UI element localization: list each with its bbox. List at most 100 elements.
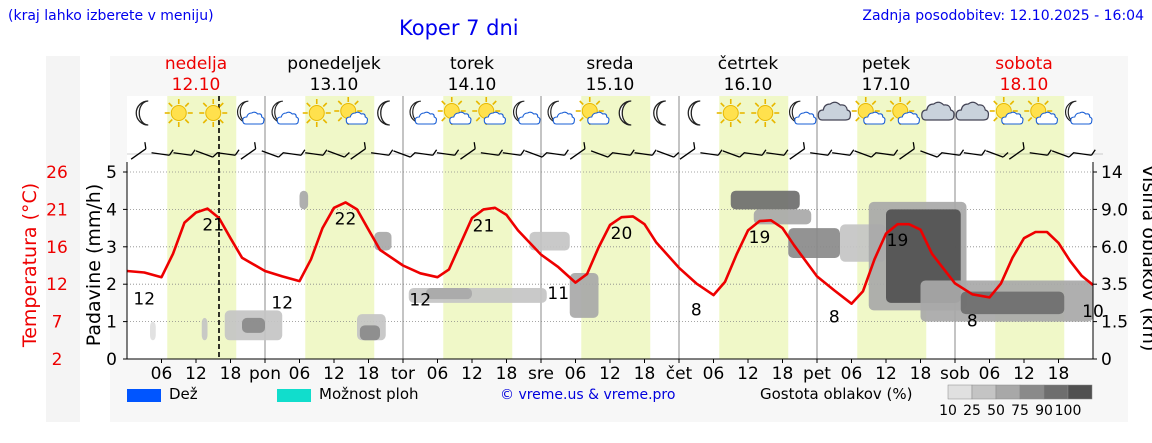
daylight-band	[443, 96, 513, 359]
x-tick-label: tor	[391, 364, 415, 384]
cloud-patch	[242, 317, 265, 333]
temperature-value-label: 21	[473, 216, 495, 236]
cloud-patch	[150, 321, 156, 341]
cloud-density-swatch	[995, 384, 1021, 400]
cloud-density-swatch	[1067, 384, 1093, 400]
temperature-value-label: 19	[749, 228, 771, 248]
wind-barb-icon	[151, 149, 174, 156]
wind-barb-icon	[1008, 142, 1025, 160]
x-tick-label: 06	[841, 364, 863, 384]
temperature-value-label: 8	[691, 300, 702, 320]
x-tick-label: 18	[1048, 364, 1070, 384]
sun-icon	[715, 98, 746, 128]
temperature-tick-label: 21	[46, 200, 68, 220]
x-tick-label: 12	[1013, 364, 1035, 384]
left-axis-panel	[46, 56, 80, 422]
cloud-density-swatch	[1043, 384, 1069, 400]
wind-barb-icon	[393, 150, 416, 158]
temperature-value-label: 12	[409, 290, 431, 310]
x-tick-label: 12	[461, 364, 483, 384]
wind-barb-icon	[350, 142, 367, 160]
sun-icon	[750, 98, 781, 128]
temperature-tick-label: 16	[46, 238, 68, 258]
cloud-height-tick-label: 3.5	[1101, 275, 1128, 295]
temperature-value-label: 11	[547, 284, 569, 304]
wind-barb-icon	[700, 149, 723, 156]
wind-barb-icon	[875, 149, 899, 156]
day-date: 13.10	[310, 75, 359, 95]
sun-icon	[163, 98, 194, 128]
day-date: 14.10	[448, 75, 497, 95]
rain-legend-swatch	[127, 389, 161, 402]
region-hint-link[interactable]: (kraj lahko izberete v meniju)	[8, 8, 214, 24]
wind-barb-icon	[810, 149, 833, 156]
precip-tick-label: 1	[106, 313, 117, 333]
wind-barb-icon	[261, 150, 285, 158]
copyright-link[interactable]: © vreme.us & vreme.pro	[500, 387, 676, 403]
x-tick-label: 12	[875, 364, 897, 384]
cloud-density-level: 25	[963, 403, 981, 419]
cloud-density-level: 75	[1011, 403, 1029, 419]
cloud-patch	[730, 190, 800, 210]
wind-barb-icon	[173, 149, 196, 156]
x-tick-label: 12	[185, 364, 207, 384]
x-tick-label: sob	[940, 364, 970, 384]
precip-axis-title: Padavine (mm/h)	[83, 184, 105, 347]
temperature-value-label: 12	[133, 290, 155, 310]
cloud-height-tick-label: 14	[1101, 163, 1123, 183]
last-update: Zadnja posodobitev: 12.10.2025 - 16:04	[862, 8, 1144, 24]
cloud-patch	[299, 190, 309, 210]
x-tick-label: 06	[565, 364, 587, 384]
precip-tick-label: 5	[106, 163, 117, 183]
wind-barb-icon	[612, 149, 635, 156]
day-name: nedelja	[165, 54, 227, 74]
temperature-tick-label: 7	[52, 313, 63, 333]
x-tick-label: 12	[323, 364, 345, 384]
wind-barb-icon	[1073, 149, 1096, 156]
wind-barb-icon	[240, 142, 257, 160]
wind-barb-icon	[590, 150, 614, 158]
wind-barb-icon	[744, 149, 767, 156]
x-tick-label: 18	[496, 364, 518, 384]
precip-tick-label: 0	[106, 350, 117, 370]
cloud-density-level: 50	[987, 403, 1005, 419]
temperature-value-label: 19	[887, 231, 909, 251]
temperature-value-label: 22	[335, 209, 357, 229]
x-tick-label: 18	[634, 364, 656, 384]
wind-barb-icon	[130, 142, 147, 160]
x-tick-label: 06	[703, 364, 725, 384]
x-tick-label: 18	[220, 364, 242, 384]
wind-barb-icon	[832, 149, 855, 156]
cloud-patch	[788, 228, 840, 259]
cloud-patch	[529, 231, 570, 251]
day-name: petek	[862, 54, 910, 74]
cloud-density-level: 90	[1035, 403, 1053, 419]
x-tick-label: pet	[803, 364, 831, 384]
wind-barb-icon	[460, 142, 476, 160]
temperature-value-label: 12	[271, 293, 293, 313]
wind-barb-icon	[854, 150, 877, 158]
x-tick-label: 12	[599, 364, 621, 384]
wind-barb-icon	[436, 149, 460, 156]
wind-barb-icon	[1051, 150, 1075, 158]
cloud-density-swatch	[971, 384, 997, 400]
wind-barb-icon	[963, 149, 987, 156]
wind-barb-icon	[656, 150, 680, 158]
cloud-density-swatch	[1019, 384, 1045, 400]
wind-barb-icon	[195, 150, 219, 158]
cloud-patch	[886, 209, 961, 303]
cloud-patch	[569, 272, 599, 318]
cloud-density-level: 100	[1055, 403, 1082, 419]
wind-barb-icon	[986, 150, 1009, 158]
temperature-tick-label: 12	[46, 275, 68, 295]
day-date: 15.10	[586, 75, 635, 95]
cloud-height-tick-label: 9.0	[1101, 200, 1128, 220]
x-tick-label: sre	[528, 364, 554, 384]
x-tick-label: 18	[772, 364, 794, 384]
sun-icon	[301, 98, 332, 128]
wind-barb-icon	[502, 149, 525, 156]
wind-barb-icon	[789, 142, 806, 160]
wind-barb-icon	[634, 149, 657, 156]
x-tick-label: 06	[427, 364, 449, 384]
